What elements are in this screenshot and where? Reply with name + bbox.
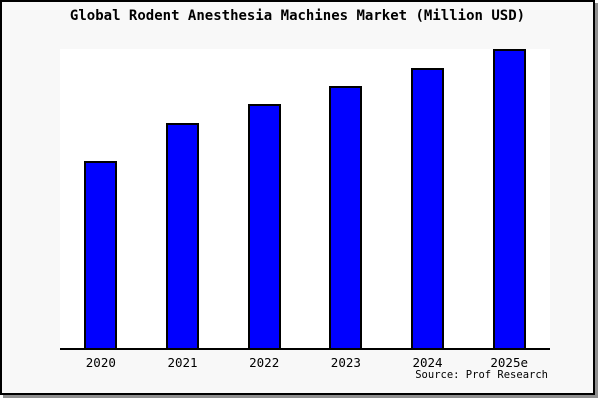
bars-container bbox=[60, 49, 550, 348]
bar-2020 bbox=[84, 160, 118, 348]
plot-area bbox=[60, 49, 550, 350]
source-credit: Source: Prof Research bbox=[415, 369, 548, 381]
x-tick-2023: 2023 bbox=[330, 355, 361, 370]
x-axis-labels: 2020 2021 2022 2023 2024 2025e bbox=[60, 355, 550, 370]
x-tick-2024: 2024 bbox=[412, 355, 443, 370]
bar-slot-2020 bbox=[60, 49, 142, 348]
bar-2025e bbox=[492, 49, 526, 348]
bar-slot-2022 bbox=[223, 49, 305, 348]
x-tick-2025e: 2025e bbox=[490, 355, 529, 370]
bar-slot-2021 bbox=[142, 49, 224, 348]
x-tick-2020: 2020 bbox=[85, 355, 116, 370]
x-tick-2022: 2022 bbox=[249, 355, 280, 370]
chart-title: Global Rodent Anesthesia Machines Market… bbox=[69, 8, 526, 24]
bar-2021 bbox=[166, 123, 199, 348]
bar-2023 bbox=[329, 85, 363, 348]
bar-slot-2025e bbox=[468, 49, 550, 348]
bar-slot-2024 bbox=[387, 49, 469, 348]
chart-frame: Global Rodent Anesthesia Machines Market… bbox=[0, 0, 595, 395]
bar-2022 bbox=[247, 104, 281, 348]
bar-2024 bbox=[411, 67, 445, 348]
bar-slot-2023 bbox=[305, 49, 387, 348]
x-tick-2021: 2021 bbox=[167, 355, 198, 370]
